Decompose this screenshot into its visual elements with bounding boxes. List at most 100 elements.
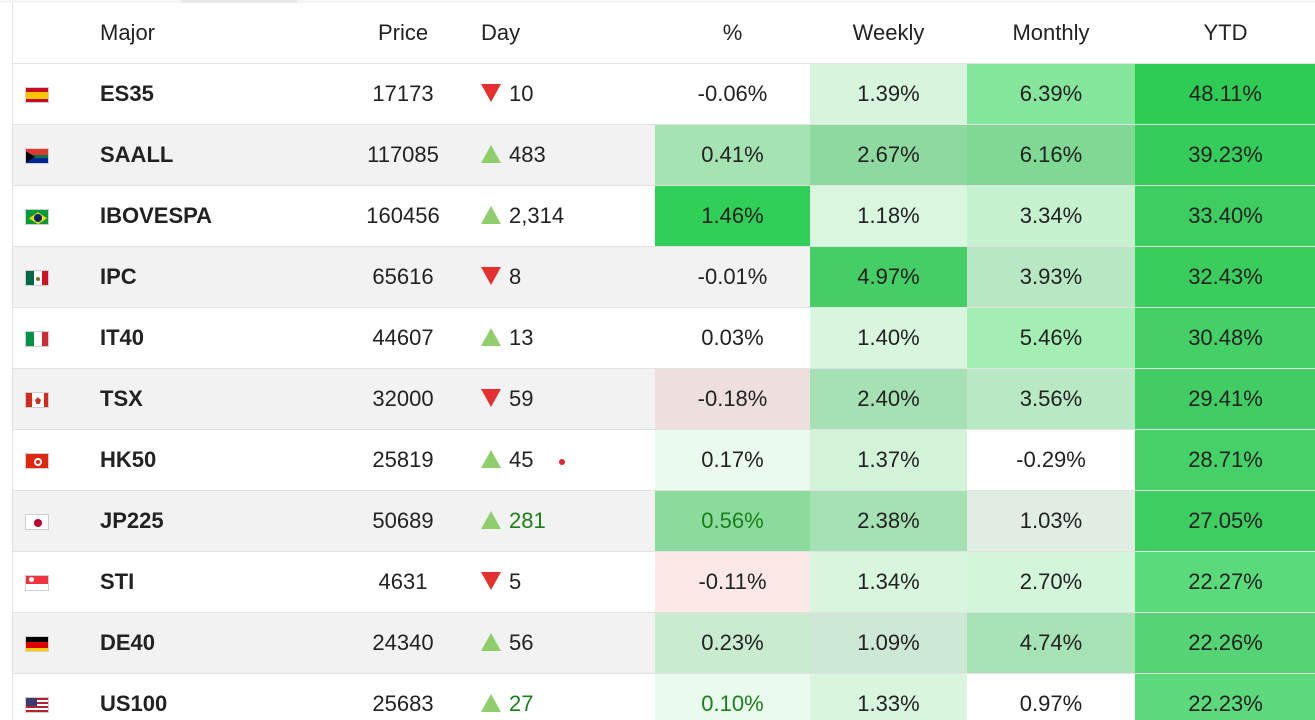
index-price: 32000: [338, 368, 468, 430]
monthly-change: -0.29%: [967, 429, 1135, 491]
monthly-change: 4.74%: [967, 612, 1135, 674]
spain-flag-icon: [25, 87, 49, 104]
index-name[interactable]: US100: [87, 673, 338, 720]
index-price: 4631: [338, 551, 468, 613]
index-price: 25819: [338, 429, 468, 491]
table-row[interactable]: IBOVESPA 160456 2,314 1.46% 1.18% 3.34% 33.40%: [13, 185, 1315, 247]
header-day[interactable]: Day: [468, 3, 655, 64]
table-row[interactable]: DE40 24340 56 0.23% 1.09% 4.74% 22.26%: [13, 612, 1315, 674]
table-row[interactable]: US100 25683 27 0.10% 1.33% 0.97% 22.23%: [13, 673, 1315, 720]
day-change-value: 2,314: [509, 203, 565, 228]
flag-cell: [13, 124, 87, 186]
ytd-change: 48.11%: [1135, 63, 1315, 125]
canada-flag-icon: [25, 392, 49, 409]
flag-cell: [13, 490, 87, 552]
index-name[interactable]: ES35: [87, 63, 338, 125]
flag-cell: [13, 551, 87, 613]
header-flag: [13, 3, 87, 64]
percent-change: 0.17%: [655, 429, 810, 491]
index-name[interactable]: SAALL: [87, 124, 338, 186]
index-name[interactable]: TSX: [87, 368, 338, 430]
japan-flag-icon: [25, 514, 49, 531]
ytd-change: 30.48%: [1135, 307, 1315, 369]
weekly-change: 1.09%: [810, 612, 967, 674]
index-name[interactable]: HK50: [87, 429, 338, 491]
ytd-change: 33.40%: [1135, 185, 1315, 247]
monthly-change: 0.97%: [967, 673, 1135, 720]
ytd-change: 22.23%: [1135, 673, 1315, 720]
table-row[interactable]: HK50 25819 45 0.17% 1.37% -0.29% 28.71%: [13, 429, 1315, 491]
up-arrow-icon: [481, 511, 501, 529]
monthly-change: 6.16%: [967, 124, 1135, 186]
down-arrow-icon: [481, 389, 501, 407]
weekly-change: 1.18%: [810, 185, 967, 247]
live-indicator-dot: [559, 459, 566, 465]
top-strip-segment: [181, 0, 297, 3]
header-price[interactable]: Price: [338, 3, 468, 64]
weekly-change: 1.34%: [810, 551, 967, 613]
day-change-cell: 2,314: [468, 185, 655, 247]
down-arrow-icon: [481, 84, 501, 102]
day-change-value: 483: [509, 142, 546, 167]
flag-cell: [13, 429, 87, 491]
index-name[interactable]: JP225: [87, 490, 338, 552]
day-change-cell: 13: [468, 307, 655, 369]
header-weekly[interactable]: Weekly: [810, 3, 967, 64]
south-africa-flag-icon: [25, 148, 49, 165]
flag-cell: [13, 673, 87, 720]
table-row[interactable]: TSX 32000 59 -0.18% 2.40% 3.56% 29.41%: [13, 368, 1315, 430]
weekly-change: 4.97%: [810, 246, 967, 308]
header-percent[interactable]: %: [655, 3, 810, 64]
table-row[interactable]: JP225 50689 281 0.56% 2.38% 1.03% 27.05%: [13, 490, 1315, 552]
day-change-cell: 483: [468, 124, 655, 186]
germany-flag-icon: [25, 636, 49, 653]
day-change-value: 27: [509, 691, 534, 716]
index-name[interactable]: IBOVESPA: [87, 185, 338, 247]
index-price: 160456: [338, 185, 468, 247]
ytd-change: 39.23%: [1135, 124, 1315, 186]
header-monthly[interactable]: Monthly: [967, 3, 1135, 64]
day-change-value: 10: [509, 81, 534, 106]
day-change-value: 281: [509, 508, 546, 533]
index-name[interactable]: STI: [87, 551, 338, 613]
up-arrow-icon: [481, 633, 501, 651]
table-row[interactable]: ES35 17173 10 -0.06% 1.39% 6.39% 48.11%: [13, 63, 1315, 125]
monthly-change: 3.93%: [967, 246, 1135, 308]
monthly-change: 1.03%: [967, 490, 1135, 552]
top-strip: [0, 0, 1315, 3]
weekly-change: 1.33%: [810, 673, 967, 720]
index-name[interactable]: IT40: [87, 307, 338, 369]
day-change-value: 56: [509, 630, 534, 655]
table-row[interactable]: SAALL 117085 483 0.41% 2.67% 6.16% 39.23%: [13, 124, 1315, 186]
flag-cell: [13, 63, 87, 125]
ytd-change: 27.05%: [1135, 490, 1315, 552]
up-arrow-icon: [481, 145, 501, 163]
percent-change: 0.23%: [655, 612, 810, 674]
percent-change: -0.18%: [655, 368, 810, 430]
index-name[interactable]: DE40: [87, 612, 338, 674]
down-arrow-icon: [481, 572, 501, 590]
weekly-change: 1.40%: [810, 307, 967, 369]
day-change-cell: 27: [468, 673, 655, 720]
table-row[interactable]: STI 4631 5 -0.11% 1.34% 2.70% 22.27%: [13, 551, 1315, 613]
percent-change: 1.46%: [655, 185, 810, 247]
italy-flag-icon: [25, 331, 49, 348]
ytd-change: 28.71%: [1135, 429, 1315, 491]
header-major[interactable]: Major: [87, 3, 338, 64]
table-row[interactable]: IPC 65616 8 -0.01% 4.97% 3.93% 32.43%: [13, 246, 1315, 308]
day-change-cell: 56: [468, 612, 655, 674]
ytd-change: 22.27%: [1135, 551, 1315, 613]
day-change-cell: 10: [468, 63, 655, 125]
table-row[interactable]: IT40 44607 13 0.03% 1.40% 5.46% 30.48%: [13, 307, 1315, 369]
header-ytd[interactable]: YTD: [1135, 3, 1315, 64]
weekly-change: 2.40%: [810, 368, 967, 430]
index-price: 25683: [338, 673, 468, 720]
flag-cell: [13, 185, 87, 247]
major-indices-table: Major Price Day % Weekly Monthly YTD ES3…: [13, 3, 1315, 720]
monthly-change: 6.39%: [967, 63, 1135, 125]
index-name[interactable]: IPC: [87, 246, 338, 308]
percent-change: -0.06%: [655, 63, 810, 125]
index-price: 44607: [338, 307, 468, 369]
flag-cell: [13, 612, 87, 674]
day-change-cell: 45: [468, 429, 655, 491]
